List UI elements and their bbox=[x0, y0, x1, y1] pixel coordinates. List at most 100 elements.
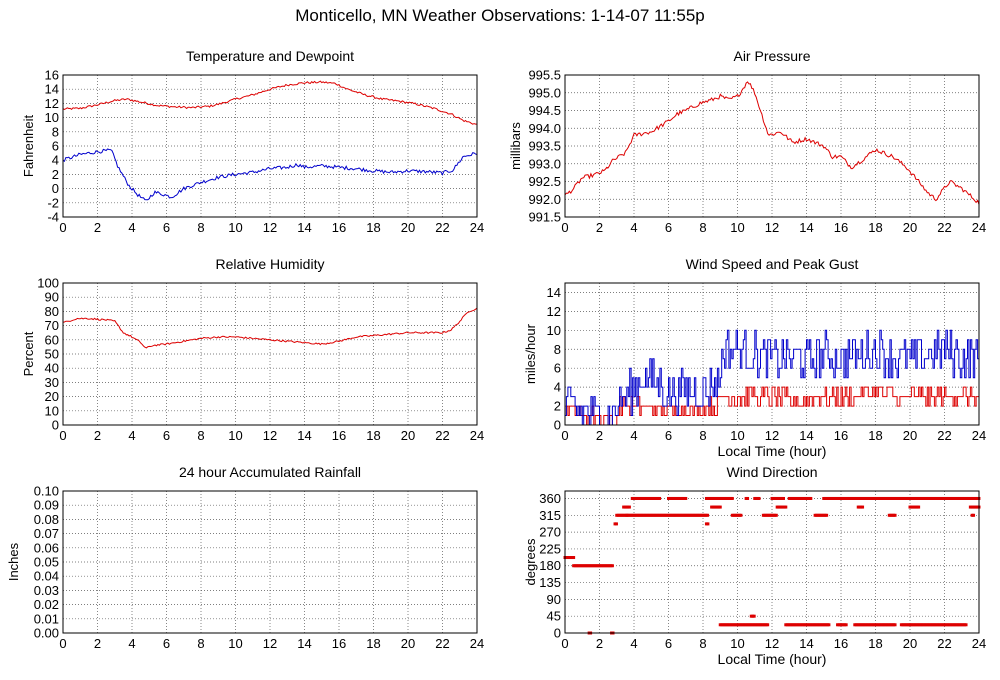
y-tick-label: 0.04 bbox=[34, 569, 59, 584]
chart-title: Relative Humidity bbox=[216, 256, 325, 272]
x-tick-label: 0 bbox=[561, 636, 568, 651]
y-tick-label: 993.0 bbox=[528, 156, 561, 171]
y-tick-label: 4 bbox=[554, 380, 561, 395]
x-tick-label: 16 bbox=[834, 636, 848, 651]
data-point bbox=[658, 496, 662, 500]
data-point bbox=[739, 513, 743, 517]
x-tick-label: 18 bbox=[868, 220, 882, 235]
x-tick-label: 12 bbox=[765, 220, 779, 235]
x-tick-label: 4 bbox=[630, 636, 637, 651]
y-axis-label: Inches bbox=[6, 542, 21, 581]
x-tick-label: 20 bbox=[903, 220, 917, 235]
y-tick-label: 992.0 bbox=[528, 192, 561, 207]
data-point bbox=[861, 505, 865, 509]
x-tick-label: 6 bbox=[163, 428, 170, 443]
x-tick-label: 20 bbox=[903, 636, 917, 651]
y-tick-label: 0 bbox=[52, 181, 59, 196]
x-tick-label: 24 bbox=[470, 428, 484, 443]
data-point bbox=[893, 513, 897, 517]
y-tick-label: 10 bbox=[547, 323, 561, 338]
x-tick-label: 12 bbox=[263, 636, 277, 651]
x-tick-label: 22 bbox=[435, 428, 449, 443]
y-tick-label: 994.0 bbox=[528, 121, 561, 136]
y-tick-label: 315 bbox=[539, 508, 561, 523]
plot-frame bbox=[62, 282, 478, 426]
data-point bbox=[572, 556, 576, 560]
x-tick-label: 18 bbox=[868, 636, 882, 651]
y-tick-label: 180 bbox=[539, 558, 561, 573]
x-tick-label: 20 bbox=[401, 636, 415, 651]
page-title: Monticello, MN Weather Observations: 1-1… bbox=[295, 6, 705, 25]
y-tick-label: 0.07 bbox=[34, 526, 59, 541]
data-point bbox=[972, 513, 976, 517]
data-point bbox=[706, 522, 710, 526]
x-tick-label: 24 bbox=[972, 636, 986, 651]
series-line bbox=[62, 80, 477, 125]
x-tick-label: 14 bbox=[297, 636, 311, 651]
y-tick-label: 90 bbox=[45, 290, 59, 305]
x-tick-label: 8 bbox=[699, 428, 706, 443]
y-tick-label: 0.06 bbox=[34, 540, 59, 555]
x-tick-label: 10 bbox=[730, 428, 744, 443]
x-tick-label: 0 bbox=[59, 636, 66, 651]
y-tick-label: 12 bbox=[547, 304, 561, 319]
series-line bbox=[564, 81, 980, 205]
x-tick-label: 4 bbox=[630, 428, 637, 443]
y-tick-label: 0.08 bbox=[34, 512, 59, 527]
chart-title: Temperature and Dewpoint bbox=[186, 48, 354, 64]
y-tick-label: -4 bbox=[47, 210, 59, 225]
data-point bbox=[784, 505, 788, 509]
y-tick-label: 994.5 bbox=[528, 103, 561, 118]
x-tick-label: 18 bbox=[868, 428, 882, 443]
y-tick-label: 992.5 bbox=[528, 174, 561, 189]
y-axis-label: Percent bbox=[21, 331, 36, 376]
y-tick-label: 6 bbox=[52, 139, 59, 154]
x-tick-label: 20 bbox=[401, 428, 415, 443]
y-tick-label: 360 bbox=[539, 491, 561, 506]
x-tick-label: 8 bbox=[699, 636, 706, 651]
data-point bbox=[614, 522, 618, 526]
x-tick-label: 2 bbox=[94, 220, 101, 235]
y-tick-label: 135 bbox=[539, 575, 561, 590]
data-point bbox=[684, 496, 688, 500]
y-tick-label: 0.01 bbox=[34, 611, 59, 626]
plot-frame bbox=[62, 490, 478, 634]
y-tick-label: 0.05 bbox=[34, 555, 59, 570]
y-tick-label: 225 bbox=[539, 541, 561, 556]
x-tick-label: 6 bbox=[665, 428, 672, 443]
data-point bbox=[752, 614, 756, 618]
data-point bbox=[964, 623, 968, 627]
x-tick-label: 10 bbox=[228, 428, 242, 443]
x-tick-label: 22 bbox=[937, 220, 951, 235]
x-tick-label: 18 bbox=[366, 428, 380, 443]
x-tick-label: 8 bbox=[699, 220, 706, 235]
data-point bbox=[917, 505, 921, 509]
y-tick-label: 8 bbox=[52, 124, 59, 139]
chart-title: Wind Speed and Peak Gust bbox=[686, 256, 859, 272]
x-tick-label: 4 bbox=[630, 220, 637, 235]
x-tick-label: 14 bbox=[297, 220, 311, 235]
y-tick-label: 0 bbox=[554, 626, 561, 641]
y-tick-label: 993.5 bbox=[528, 139, 561, 154]
data-point bbox=[774, 513, 778, 517]
chart-title: Wind Direction bbox=[726, 464, 817, 480]
data-point bbox=[844, 623, 848, 627]
y-tick-label: 30 bbox=[45, 375, 59, 390]
data-point bbox=[610, 564, 614, 568]
x-tick-label: 8 bbox=[197, 220, 204, 235]
plot-frame bbox=[62, 74, 478, 218]
x-tick-label: 20 bbox=[401, 220, 415, 235]
x-tick-label: 10 bbox=[730, 220, 744, 235]
y-tick-label: 0.09 bbox=[34, 498, 59, 513]
y-axis-label: Fahrenheit bbox=[21, 115, 36, 178]
plot-frame bbox=[564, 490, 980, 634]
y-tick-label: 80 bbox=[45, 304, 59, 319]
x-tick-label: 2 bbox=[596, 428, 603, 443]
x-tick-label: 12 bbox=[263, 428, 277, 443]
data-point bbox=[781, 496, 785, 500]
x-tick-label: 18 bbox=[366, 220, 380, 235]
x-tick-label: 22 bbox=[435, 220, 449, 235]
